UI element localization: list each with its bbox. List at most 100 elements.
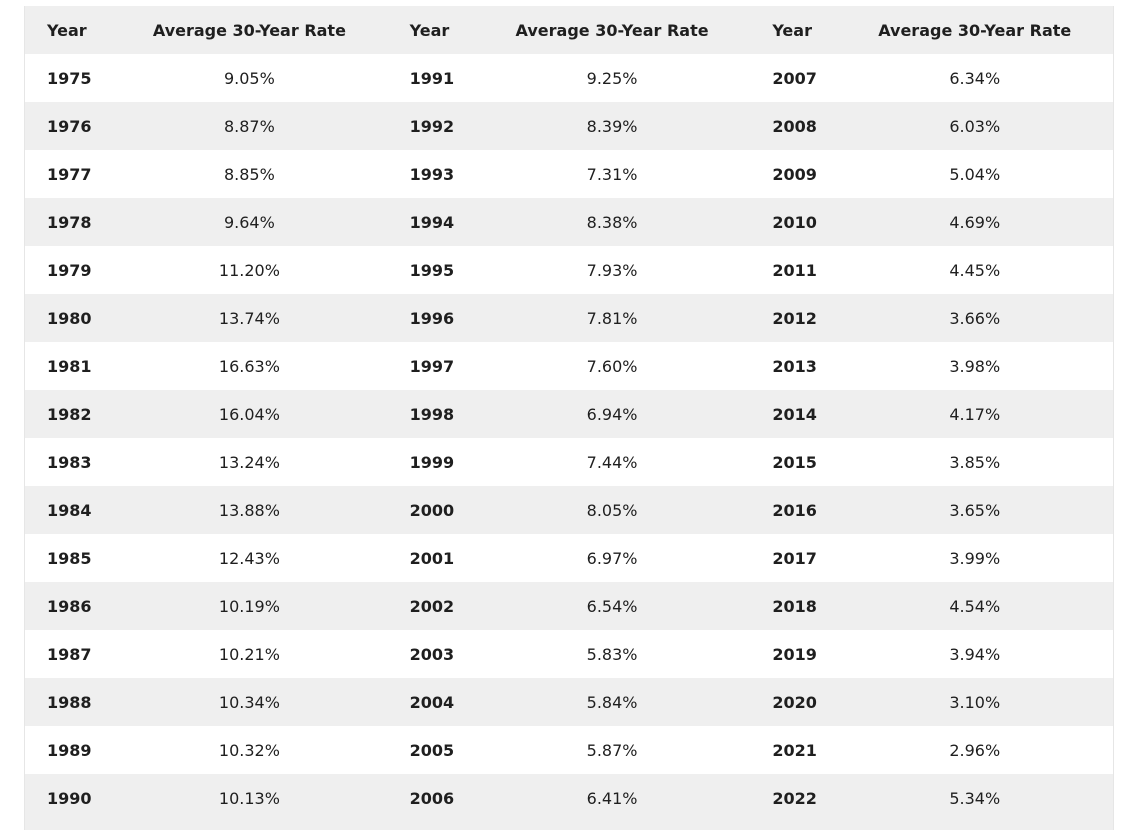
rate-cell: 3.94% xyxy=(949,644,1001,664)
year-cell: 2004 xyxy=(409,692,455,712)
rate-cell: 8.87% xyxy=(223,116,275,136)
year-cell: 2007 xyxy=(772,68,817,88)
year-cell: 1986 xyxy=(47,596,92,616)
rate-cell: 10.13% xyxy=(218,788,280,808)
year-cell: 2020 xyxy=(772,692,817,712)
year-cell: 1994 xyxy=(409,212,455,232)
year-cell: 2015 xyxy=(772,452,817,472)
rate-cell: 16.63% xyxy=(218,356,280,376)
rate-header: Average 30-Year Rate xyxy=(515,20,709,40)
rate-cell: 13.24% xyxy=(218,452,280,472)
table-row: 1985 12.43% 2001 6.97% 2017 3.99% xyxy=(25,534,1113,582)
table-row: 1983 13.24% 1999 7.44% 2015 3.85% xyxy=(25,438,1113,486)
table-row: 1977 8.85% 1993 7.31% 2009 5.04% xyxy=(25,150,1113,198)
rate-cell: 6.34% xyxy=(949,68,1001,88)
year-cell: 2006 xyxy=(409,788,455,808)
table-row: 1979 11.20% 1995 7.93% 2011 4.45% xyxy=(25,246,1113,294)
rate-cell: 9.64% xyxy=(223,212,275,232)
table-row: 1988 10.34% 2004 5.84% 2020 3.10% xyxy=(25,678,1113,726)
rate-cell: 10.32% xyxy=(218,740,280,760)
rate-cell: 3.66% xyxy=(949,308,1001,328)
table-row: 1986 10.19% 2002 6.54% 2018 4.54% xyxy=(25,582,1113,630)
rate-cell: 4.54% xyxy=(949,596,1001,616)
rate-cell: 10.21% xyxy=(218,644,280,664)
rate-cell: 3.10% xyxy=(949,692,1001,712)
year-cell: 1981 xyxy=(47,356,92,376)
rate-cell: 3.99% xyxy=(949,548,1001,568)
rate-cell: 6.54% xyxy=(586,596,638,616)
rate-cell: 3.98% xyxy=(949,356,1001,376)
rate-cell: 9.05% xyxy=(223,68,275,88)
year-cell: 2017 xyxy=(772,548,817,568)
rates-table: Year Average 30-Year Rate Year Average 30-Y… xyxy=(25,6,1113,822)
year-cell: 1976 xyxy=(47,116,92,136)
year-cell: 1988 xyxy=(47,692,92,712)
year-cell: 1985 xyxy=(47,548,92,568)
header-row: Year Average 30-Year Rate Year Average 30-Y… xyxy=(25,6,1113,54)
year-cell: 2001 xyxy=(409,548,455,568)
rate-cell: 5.87% xyxy=(586,740,638,760)
year-cell: 2000 xyxy=(409,500,455,520)
rate-cell: 4.45% xyxy=(949,260,1001,280)
rate-cell: 4.69% xyxy=(949,212,1001,232)
rate-cell: 8.85% xyxy=(223,164,275,184)
rate-cell: 5.04% xyxy=(949,164,1001,184)
table-row: 1976 8.87% 1992 8.39% 2008 6.03% xyxy=(25,102,1113,150)
rate-cell: 6.41% xyxy=(586,788,638,808)
year-cell: 2021 xyxy=(772,740,817,760)
rate-header: Average 30-Year Rate xyxy=(878,20,1072,40)
year-cell: 2012 xyxy=(772,308,817,328)
year-header: Year xyxy=(47,20,87,40)
rate-cell: 5.34% xyxy=(949,788,1001,808)
year-cell: 2022 xyxy=(772,788,817,808)
rate-cell: 5.83% xyxy=(586,644,638,664)
year-cell: 1979 xyxy=(47,260,92,280)
table-row: 1990 10.13% 2006 6.41% 2022 5.34% xyxy=(25,774,1113,822)
rate-cell: 9.25% xyxy=(586,68,638,88)
year-cell: 2002 xyxy=(409,596,455,616)
year-header: Year xyxy=(409,20,450,40)
year-cell: 1998 xyxy=(409,404,455,424)
year-cell: 2019 xyxy=(772,644,817,664)
table-row: 1984 13.88% 2000 8.05% 2016 3.65% xyxy=(25,486,1113,534)
rate-cell: 7.81% xyxy=(586,308,638,328)
rate-cell: 2.96% xyxy=(949,740,1001,760)
rate-cell: 6.94% xyxy=(586,404,638,424)
table-row: 1987 10.21% 2003 5.83% 2019 3.94% xyxy=(25,630,1113,678)
rate-cell: 11.20% xyxy=(218,260,280,280)
rate-cell: 13.88% xyxy=(218,500,280,520)
rate-cell: 8.39% xyxy=(586,116,638,136)
rate-cell: 7.93% xyxy=(586,260,638,280)
table-body: 1975 9.05% 1991 9.25% 2007 6.34% 1976 8.87% 1992… xyxy=(25,54,1113,822)
rate-cell: 6.97% xyxy=(586,548,638,568)
table-row: 1989 10.32% 2005 5.87% 2021 2.96% xyxy=(25,726,1113,774)
year-cell: 2003 xyxy=(409,644,455,664)
year-cell: 1993 xyxy=(409,164,455,184)
year-cell: 2014 xyxy=(772,404,817,424)
year-cell: 2008 xyxy=(772,116,817,136)
rate-cell: 5.84% xyxy=(586,692,638,712)
year-cell: 1978 xyxy=(47,212,92,232)
table-row: 1981 16.63% 1997 7.60% 2013 3.98% xyxy=(25,342,1113,390)
rate-header: Average 30-Year Rate xyxy=(152,20,346,40)
table-row: 1980 13.74% 1996 7.81% 2012 3.66% xyxy=(25,294,1113,342)
rate-cell: 3.65% xyxy=(949,500,1001,520)
rate-cell: 3.85% xyxy=(949,452,1001,472)
year-cell: 1975 xyxy=(47,68,92,88)
rate-cell: 12.43% xyxy=(218,548,280,568)
year-cell: 1987 xyxy=(47,644,92,664)
year-cell: 2009 xyxy=(772,164,817,184)
year-cell: 2016 xyxy=(772,500,817,520)
year-cell: 2010 xyxy=(772,212,817,232)
table-footer-strip xyxy=(25,822,1113,830)
year-cell: 1989 xyxy=(47,740,92,760)
rate-cell: 10.34% xyxy=(218,692,280,712)
rate-cell: 10.19% xyxy=(218,596,280,616)
year-cell: 1996 xyxy=(409,308,455,328)
year-cell: 1992 xyxy=(409,116,455,136)
year-cell: 1983 xyxy=(47,452,92,472)
rate-cell: 16.04% xyxy=(218,404,280,424)
year-cell: 1982 xyxy=(47,404,92,424)
rate-cell: 4.17% xyxy=(949,404,1001,424)
